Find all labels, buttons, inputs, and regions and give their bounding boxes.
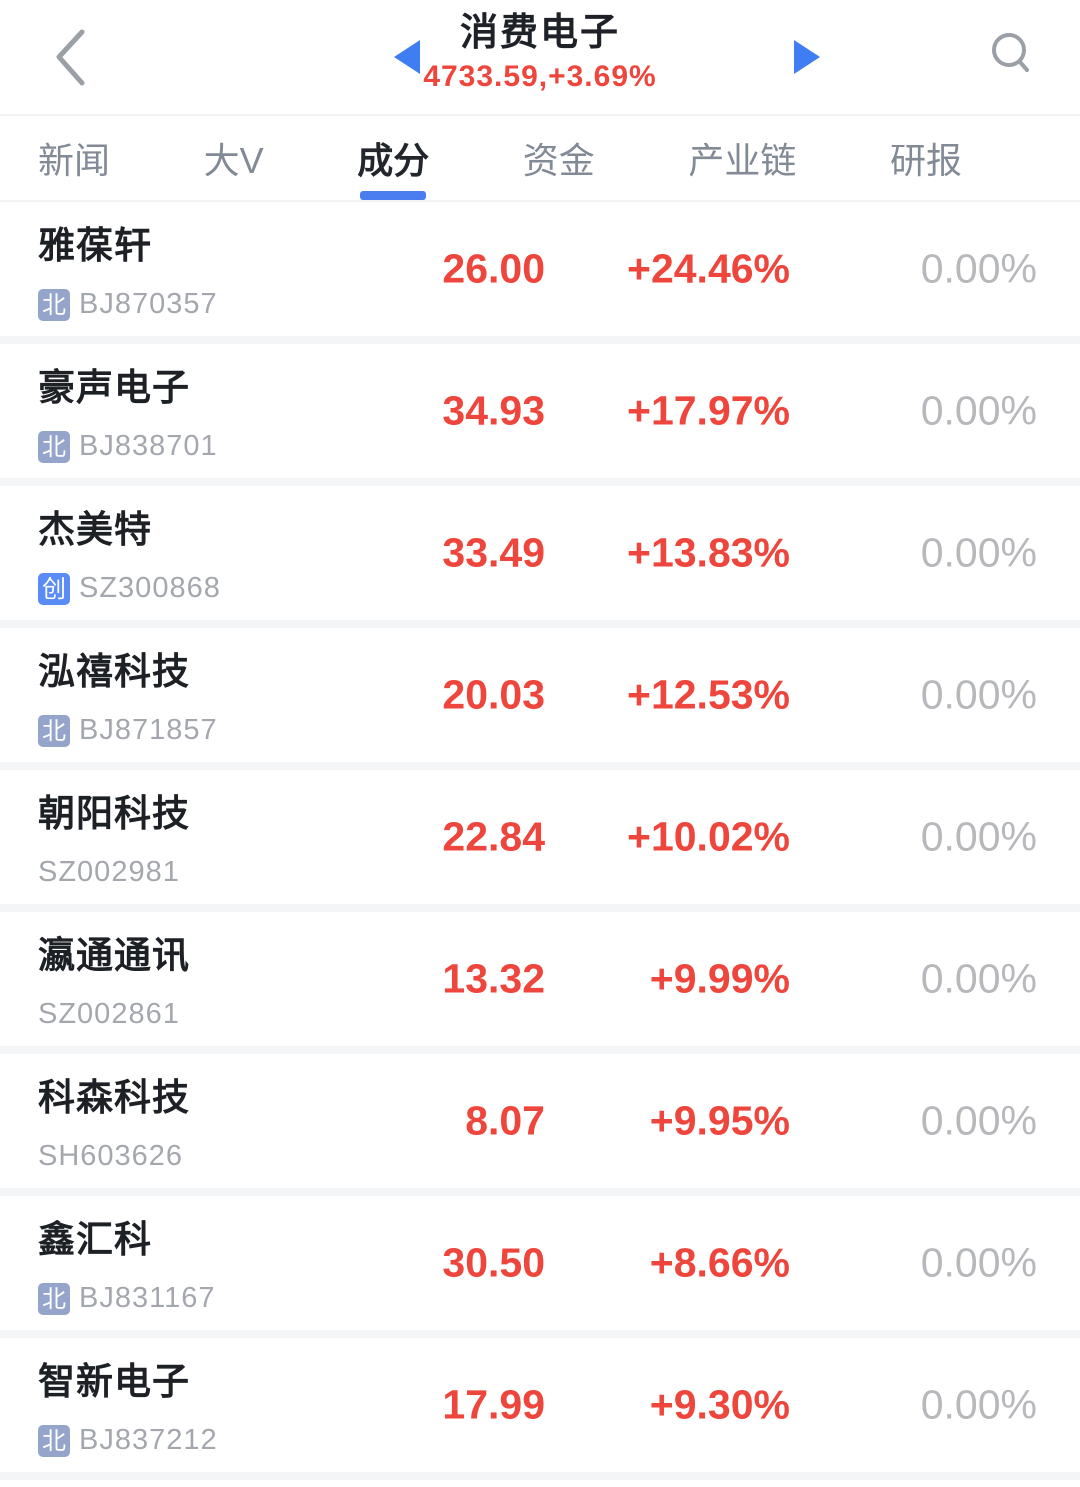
stock-change-percent: +12.53%	[627, 671, 790, 718]
stock-row[interactable]: 豪声电子 北 BJ838701 34.93 +17.97% 0.00%	[0, 344, 1080, 486]
header: 消费电子 4733.59,+3.69%	[0, 0, 1080, 114]
stock-code-line: SZ002981	[38, 856, 180, 889]
stock-name: 豪声电子	[38, 367, 190, 408]
index-value-change: 4733.59,+3.69%	[423, 59, 657, 93]
stock-extra-percent: 0.00%	[920, 955, 1037, 1002]
stock-code: BJ838701	[79, 430, 218, 462]
back-chevron-icon[interactable]	[50, 26, 94, 90]
tab-bar: 新闻 大V 成分 资金 产业链 研报	[0, 114, 1080, 202]
stock-code: BJ831167	[79, 1282, 216, 1314]
tab-research[interactable]: 研报	[889, 140, 962, 181]
tab-industry-chain[interactable]: 产业链	[688, 140, 797, 181]
stock-extra-percent: 0.00%	[920, 1381, 1037, 1428]
stock-change-percent: +24.46%	[627, 245, 790, 292]
stock-row[interactable]: 雅葆轩 北 BJ870357 26.00 +24.46% 0.00%	[0, 202, 1080, 344]
stock-price: 22.84	[442, 813, 545, 860]
stock-price: 34.93	[442, 387, 545, 434]
stock-extra-percent: 0.00%	[920, 1097, 1037, 1144]
tab-bigv[interactable]: 大V	[203, 140, 264, 181]
stock-row[interactable]: 杰美特 创 SZ300868 33.49 +13.83% 0.00%	[0, 486, 1080, 628]
stock-change-percent: +10.02%	[627, 813, 790, 860]
stock-code-line: 创 SZ300868	[38, 572, 221, 605]
stock-code-line: 北 BJ871857	[38, 714, 218, 747]
stock-change-percent: +17.97%	[627, 387, 790, 434]
stock-code-line: 北 BJ831167	[38, 1282, 215, 1315]
stock-code: SZ300868	[79, 572, 221, 604]
stock-price: 33.49	[442, 529, 545, 576]
stock-row[interactable]: 鑫汇科 北 BJ831167 30.50 +8.66% 0.00%	[0, 1196, 1080, 1338]
stock-row[interactable]: 科森科技 SH603626 8.07 +9.95% 0.00%	[0, 1054, 1080, 1196]
stock-change-percent: +13.83%	[627, 529, 790, 576]
stock-extra-percent: 0.00%	[920, 1239, 1037, 1286]
stock-code-line: 北 BJ837212	[38, 1424, 218, 1457]
stock-name: 泓禧科技	[38, 651, 190, 692]
stock-extra-percent: 0.00%	[920, 529, 1037, 576]
next-sector-triangle-icon[interactable]	[794, 40, 820, 74]
stock-change-percent: +9.30%	[649, 1381, 790, 1428]
stock-name: 鑫汇科	[38, 1219, 152, 1260]
stock-name: 杰美特	[38, 509, 152, 550]
stock-name: 智新电子	[38, 1361, 190, 1402]
stock-row[interactable]: 智新电子 北 BJ837212 17.99 +9.30% 0.00%	[0, 1338, 1080, 1480]
stock-code: SZ002981	[38, 856, 180, 888]
stock-name: 朝阳科技	[38, 793, 190, 834]
header-center: 消费电子 4733.59,+3.69%	[0, 12, 1080, 94]
prev-sector-triangle-icon[interactable]	[394, 40, 420, 74]
stock-price: 8.07	[465, 1097, 545, 1144]
stock-change-percent: +9.95%	[649, 1097, 790, 1144]
stock-name: 科森科技	[38, 1077, 190, 1118]
market-badge: 北	[38, 1424, 70, 1457]
stock-code: SZ002861	[38, 998, 180, 1030]
stock-list: 雅葆轩 北 BJ870357 26.00 +24.46% 0.00% 豪声电子 …	[0, 202, 1080, 1480]
stock-code: BJ837212	[79, 1424, 218, 1456]
stock-price: 13.32	[442, 955, 545, 1002]
stock-price: 17.99	[442, 1381, 545, 1428]
market-badge: 创	[38, 572, 70, 605]
tab-funds[interactable]: 资金	[522, 140, 595, 181]
stock-price: 20.03	[442, 671, 545, 718]
stock-change-percent: +9.99%	[649, 955, 790, 1002]
page-title: 消费电子	[459, 12, 620, 54]
tab-constituents[interactable]: 成分	[357, 116, 429, 200]
stock-code-line: SH603626	[38, 1140, 183, 1173]
stock-code: BJ870357	[79, 288, 218, 320]
stock-extra-percent: 0.00%	[920, 813, 1037, 860]
stock-price: 26.00	[442, 245, 545, 292]
stock-extra-percent: 0.00%	[920, 671, 1037, 718]
stock-change-percent: +8.66%	[649, 1239, 790, 1286]
stock-row[interactable]: 瀛通通讯 SZ002861 13.32 +9.99% 0.00%	[0, 912, 1080, 1054]
search-icon[interactable]	[988, 30, 1036, 78]
stock-name: 瀛通通讯	[38, 935, 190, 976]
stock-code-line: SZ002861	[38, 998, 180, 1031]
market-badge: 北	[38, 714, 70, 747]
stock-extra-percent: 0.00%	[920, 245, 1037, 292]
stock-price: 30.50	[442, 1239, 545, 1286]
market-badge: 北	[38, 430, 70, 463]
stock-extra-percent: 0.00%	[920, 387, 1037, 434]
tab-news[interactable]: 新闻	[38, 140, 111, 181]
stock-name: 雅葆轩	[38, 225, 152, 266]
stock-row[interactable]: 朝阳科技 SZ002981 22.84 +10.02% 0.00%	[0, 770, 1080, 912]
stock-code: SH603626	[38, 1140, 184, 1172]
stock-code-line: 北 BJ870357	[38, 288, 218, 321]
stock-row[interactable]: 泓禧科技 北 BJ871857 20.03 +12.53% 0.00%	[0, 628, 1080, 770]
stock-code: BJ871857	[79, 714, 218, 746]
stock-code-line: 北 BJ838701	[38, 430, 218, 463]
market-badge: 北	[38, 1282, 70, 1315]
market-badge: 北	[38, 288, 70, 321]
